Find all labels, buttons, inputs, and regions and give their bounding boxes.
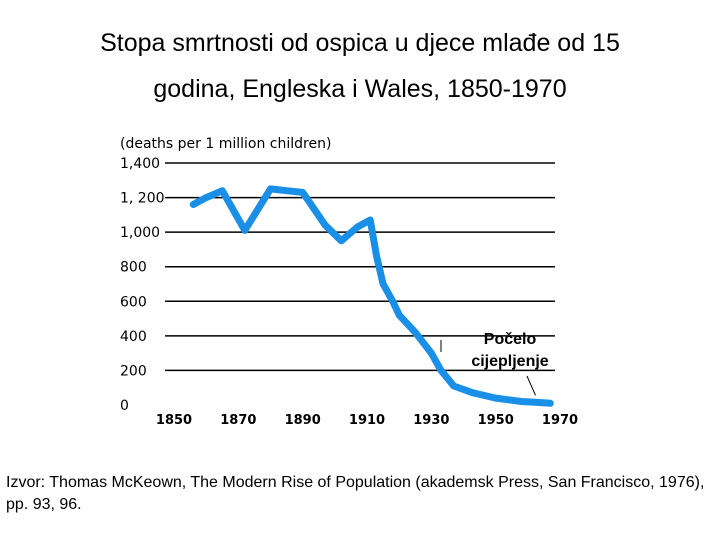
x-tick-label-1850: 1850 [156, 413, 192, 428]
chart-title-line-2: godina, Engleska i Wales, 1850-1970 [153, 75, 567, 103]
x-tick-label-1970: 1970 [542, 413, 578, 428]
y-tick-label-200: 200 [120, 363, 147, 379]
x-tick-label-1890: 1890 [285, 413, 321, 428]
x-tick-label-1870: 1870 [220, 413, 256, 428]
y-tick-label-400: 400 [120, 329, 147, 345]
annotation-label-line-1: Počelo [484, 331, 537, 348]
x-tick-label-1910: 1910 [349, 413, 385, 428]
annotation-pointer [526, 375, 536, 396]
x-tick-label-1950: 1950 [478, 413, 514, 428]
y-tick-label-1200: 1, 200 [120, 191, 165, 207]
y-axis-label: (deaths per 1 million children) [120, 136, 331, 152]
y-tick-label-0: 0 [120, 398, 129, 414]
line-chart: (deaths per 1 million children) 0 200 400 60… [120, 136, 578, 428]
y-tick-label-1400: 1,400 [120, 156, 160, 172]
source-citation: Izvor: Thomas McKeown, The Modern Rise o… [6, 474, 705, 513]
y-tick-label-1000: 1,000 [120, 225, 160, 241]
y-tick-label-800: 800 [120, 260, 147, 276]
annotation-label-line-2: cijepljenje [471, 353, 548, 370]
x-tick-label-1930: 1930 [413, 413, 449, 428]
series-line [189, 185, 554, 407]
chart-title-line-1: Stopa smrtnosti od ospica u djece mlađe … [100, 29, 620, 57]
y-tick-label-600: 600 [120, 294, 147, 310]
